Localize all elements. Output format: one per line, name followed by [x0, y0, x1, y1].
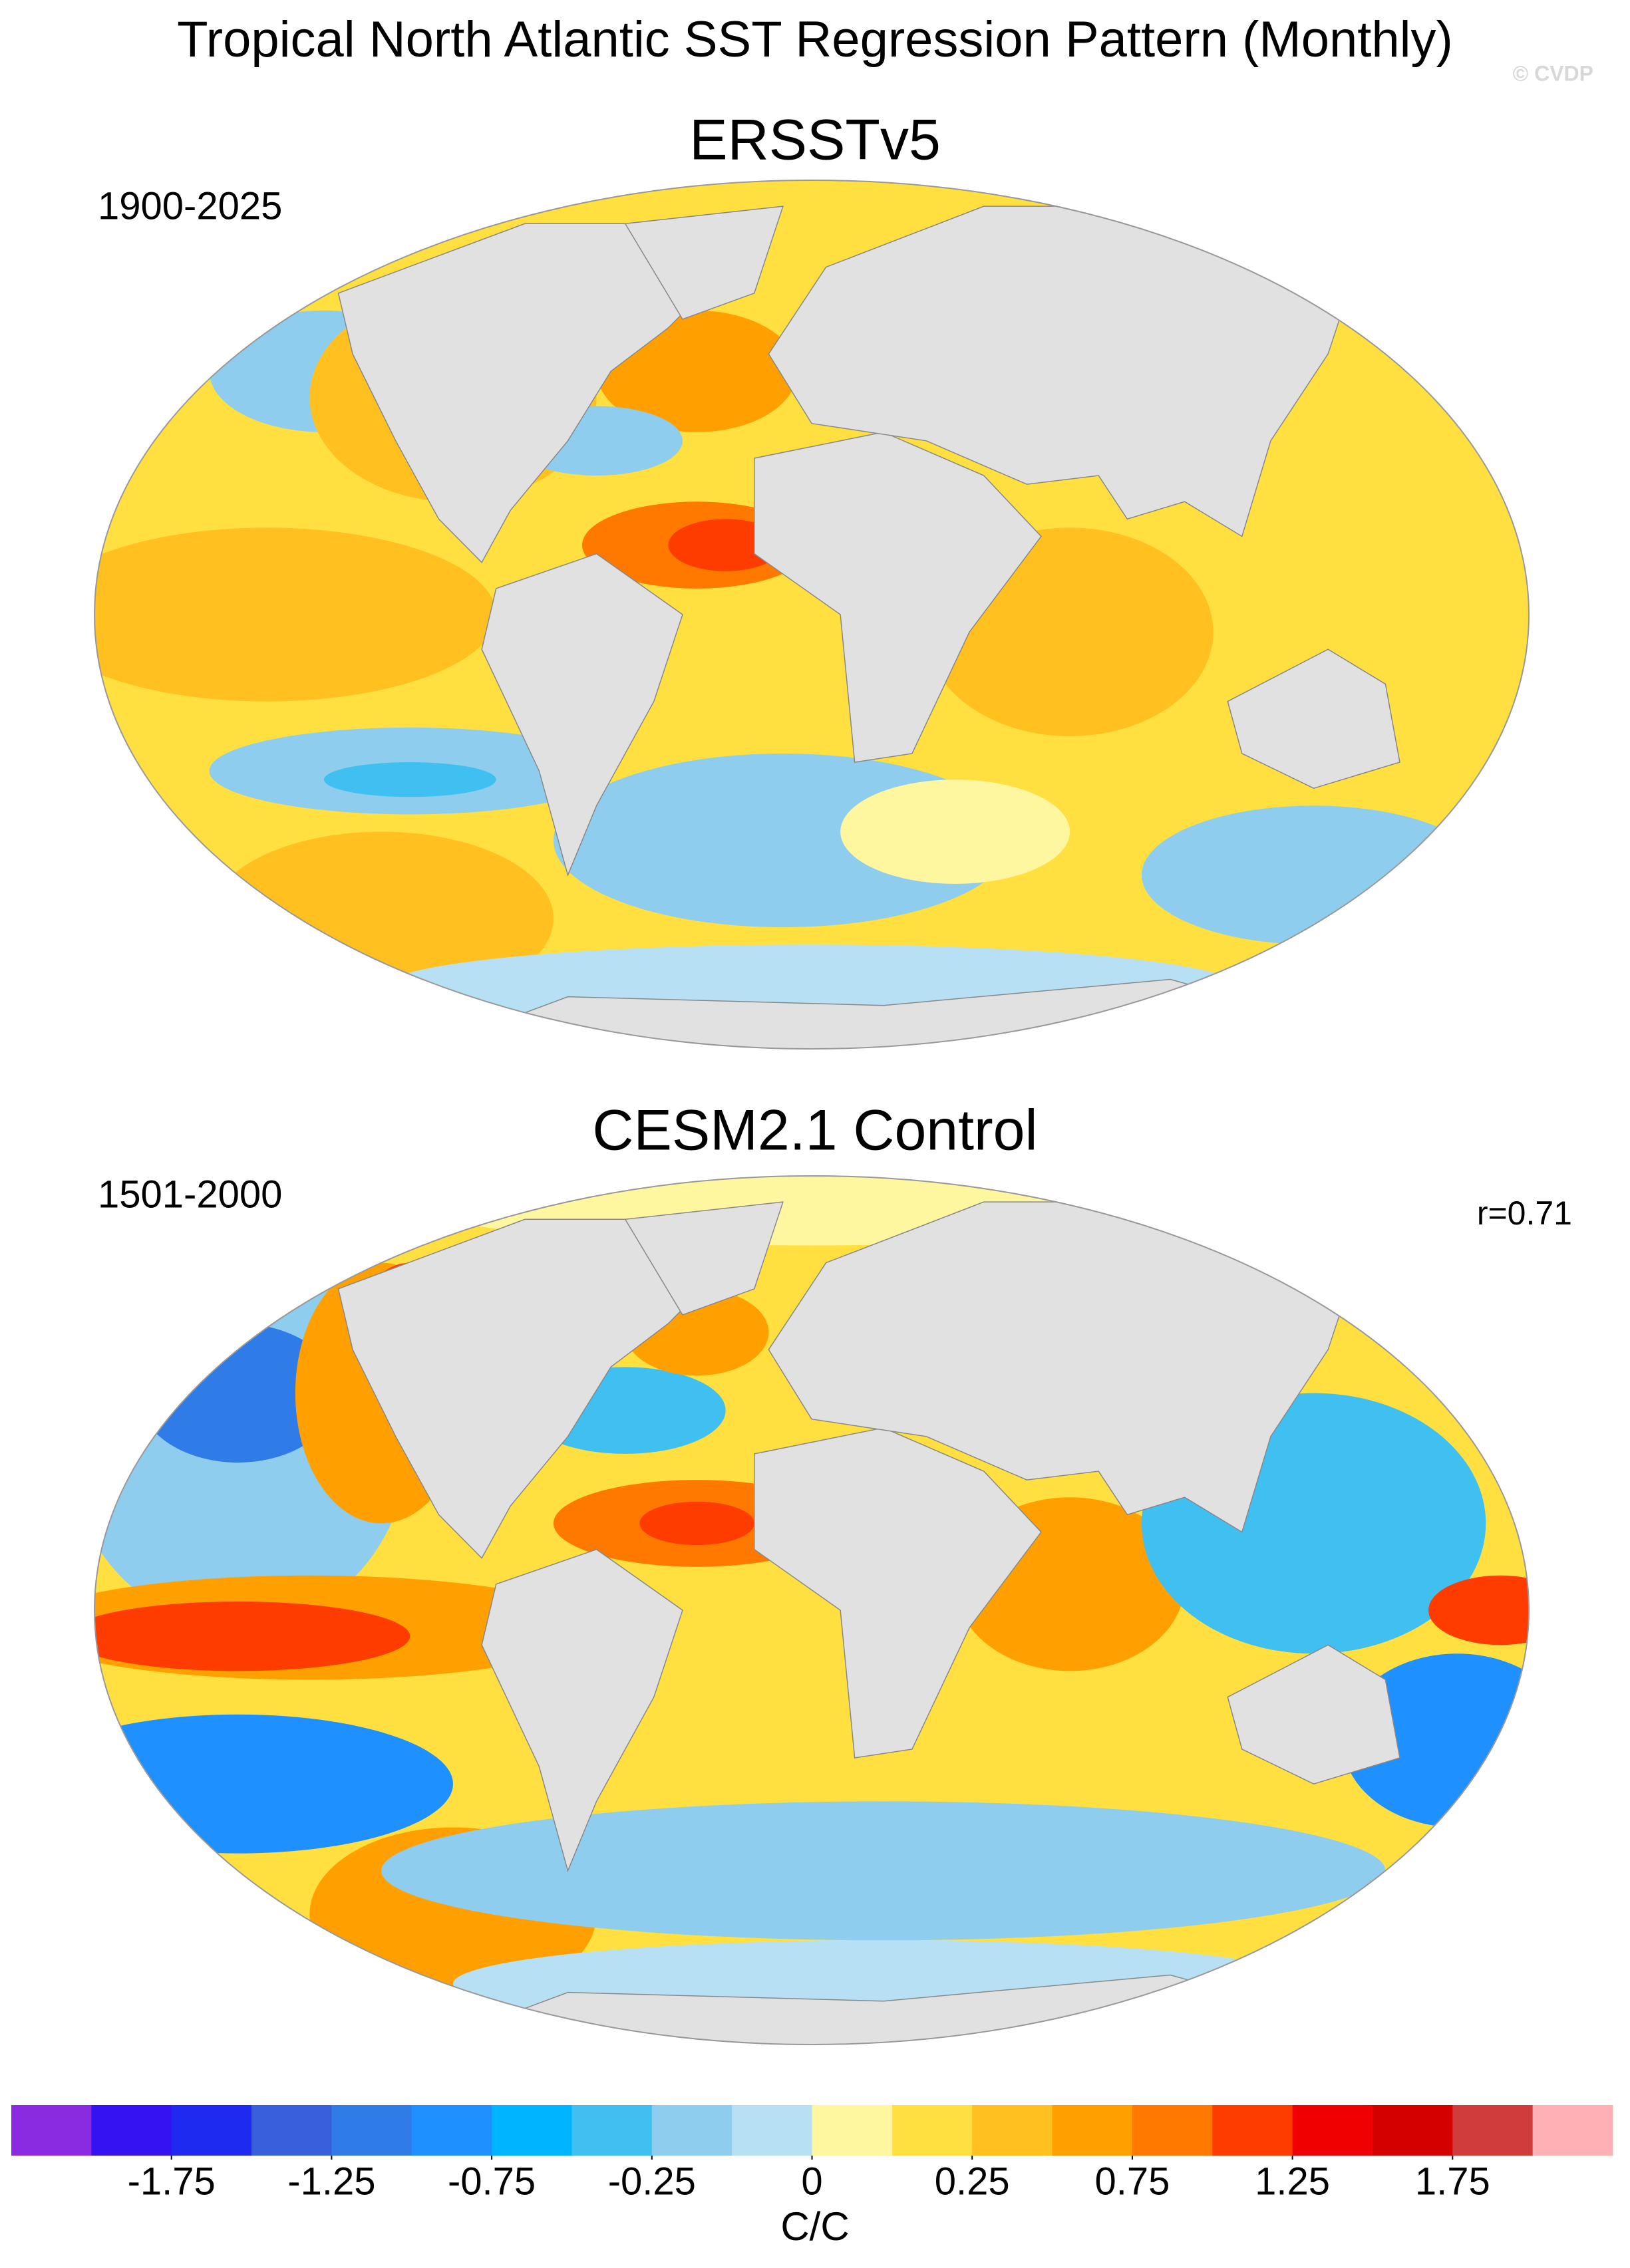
colorbar-swatch — [91, 2105, 172, 2156]
sst-pattern — [323, 762, 496, 797]
colorbar-tick-label: 0.25 — [935, 2160, 1010, 2203]
sst-pattern — [1428, 1575, 1529, 1645]
colorbar-swatch — [1132, 2105, 1213, 2156]
colorbar: -1.75 -1.25 -0.75 -0.25 0 0.25 0.75 1.25 1.75 — [11, 2105, 1613, 2203]
sst-pattern — [94, 1714, 453, 1854]
land — [754, 431, 1042, 763]
colorbar-tick-label: -1.75 — [128, 2160, 216, 2203]
map — [94, 1176, 1529, 2045]
sst-pattern — [94, 1601, 410, 1671]
colorbar-swatch — [1532, 2105, 1613, 2156]
colorbar-swatch — [732, 2105, 812, 2156]
land — [1227, 648, 1400, 789]
map-outline — [94, 180, 1530, 1050]
land — [481, 1548, 683, 1873]
land — [624, 206, 784, 320]
panel-period: 1900-2025 — [98, 184, 282, 227]
colorbar-swatch — [972, 2105, 1053, 2156]
panel-title: CESM2.1 Control — [592, 1099, 1037, 1163]
colorbar-swatch — [571, 2105, 653, 2156]
colorbar-label: C/C — [780, 2204, 849, 2249]
colorbar-swatch — [651, 2105, 733, 2156]
colorbar-swatch — [1212, 2105, 1293, 2156]
colorbar-swatch — [11, 2105, 92, 2156]
map-outline — [94, 1175, 1530, 2045]
land — [1227, 1644, 1400, 1785]
colorbar-tick-label: 0 — [801, 2160, 822, 2203]
colorbar-tick-label: -0.75 — [448, 2160, 536, 2203]
watermark: © CVDP — [1513, 61, 1593, 85]
colorbar-swatch — [1372, 2105, 1453, 2156]
colorbar-swatch — [1452, 2105, 1534, 2156]
sst-pattern — [639, 1501, 754, 1546]
sst-pattern — [840, 780, 1070, 884]
sst-pattern — [381, 1801, 1386, 1941]
colorbar-tick-label: -1.25 — [287, 2160, 375, 2203]
figure-title: Tropical North Atlantic SST Regression P… — [177, 11, 1453, 68]
colorbar-swatch — [1292, 2105, 1373, 2156]
colorbar-swatch — [331, 2105, 412, 2156]
colorbar-swatch — [251, 2105, 332, 2156]
colorbar-tick-label: 0.75 — [1094, 2160, 1170, 2203]
colorbar-swatch — [492, 2105, 572, 2156]
sst-pattern — [1141, 805, 1486, 945]
sst-pattern — [94, 527, 496, 702]
panel-title: ERSSTv5 — [689, 108, 941, 172]
panel-period: 1501-2000 — [98, 1173, 282, 1216]
colorbar-tick-label: -0.25 — [608, 2160, 696, 2203]
colorbar-tick-label: 1.25 — [1255, 2160, 1330, 2203]
pattern-correlation: r=0.71 — [1477, 1195, 1572, 1232]
colorbar-tick-label: 1.75 — [1415, 2160, 1490, 2203]
colorbar-swatch — [1052, 2105, 1133, 2156]
colorbar-swatch — [812, 2105, 893, 2156]
colorbar-swatch — [892, 2105, 973, 2156]
map — [94, 180, 1529, 1049]
land — [624, 1201, 784, 1316]
land — [754, 1427, 1042, 1759]
land — [481, 553, 683, 877]
colorbar-swatch — [411, 2105, 492, 2156]
colorbar-swatch — [171, 2105, 252, 2156]
